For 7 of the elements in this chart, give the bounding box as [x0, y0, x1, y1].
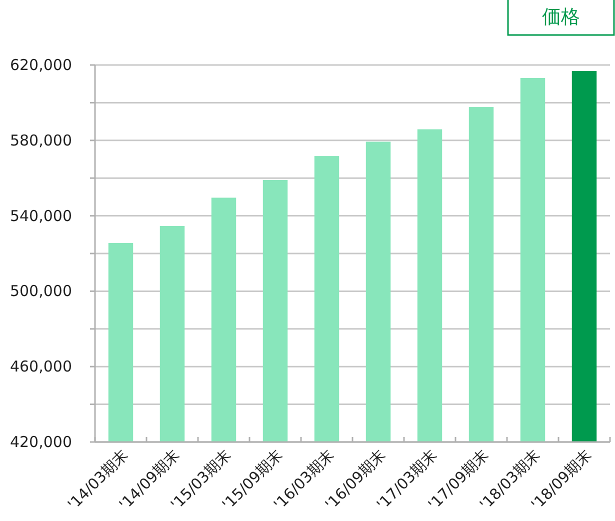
y-tick-label: 420,000	[10, 433, 72, 451]
y-tick-label: 460,000	[10, 358, 72, 376]
y-tick-label: 620,000	[10, 56, 72, 74]
y-tick-label: 580,000	[10, 131, 72, 150]
y-tick-label: 500,000	[10, 282, 72, 300]
text: 価格	[542, 6, 580, 28]
y-tick-label: 540,000	[10, 206, 72, 225]
